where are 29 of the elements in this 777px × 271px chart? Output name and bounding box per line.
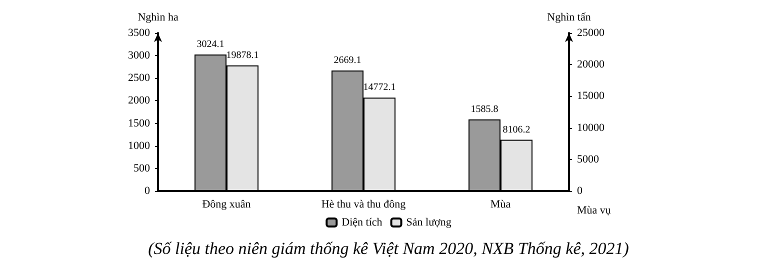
y-tick-label: 500 bbox=[134, 162, 150, 174]
y2-axis-title: Nghìn tấn bbox=[547, 12, 592, 24]
text: (Số liệu theo niên giám thống kê Việt Nam 2020, NXB Thống kê, 2021) bbox=[148, 239, 630, 258]
y-tick-label: 3500 bbox=[128, 27, 150, 39]
y-tick-label: 1000 bbox=[128, 140, 150, 152]
data-label: 19878.1 bbox=[226, 50, 259, 61]
data-label: 3024.1 bbox=[196, 38, 224, 50]
y2-tick-label: 0 bbox=[577, 185, 583, 197]
data-label: 1585.8 bbox=[470, 104, 498, 115]
y2-tick-label: 10000 bbox=[577, 122, 605, 134]
y-tick-label: 2000 bbox=[128, 94, 150, 107]
x-tick-label: Hè thu và thu đông bbox=[321, 198, 406, 210]
y-axis-title: Nghìn ha bbox=[138, 12, 178, 24]
data-label: 2669.1 bbox=[334, 55, 362, 66]
y2-tick-label: 25000 bbox=[577, 27, 605, 39]
data-label: 8106.2 bbox=[502, 124, 530, 136]
legend-label: Sản lượng bbox=[406, 216, 452, 228]
legend-label: Diện tích bbox=[342, 216, 383, 228]
x-tick-label: Mùa bbox=[490, 198, 511, 210]
y2-tick-label: 5000 bbox=[577, 153, 600, 166]
y2-tick-label: 15000 bbox=[577, 90, 605, 102]
x-axis-title: Mùa vụ bbox=[577, 204, 612, 216]
y-tick-label: 1500 bbox=[128, 117, 150, 130]
x-tick-label: Đông xuân bbox=[202, 198, 252, 210]
y2-tick-label: 20000 bbox=[577, 58, 605, 71]
y-tick-label: 2500 bbox=[128, 72, 150, 84]
data-label: 14772.1 bbox=[363, 82, 396, 94]
y-tick-label: 0 bbox=[144, 185, 150, 197]
y-tick-label: 3000 bbox=[128, 50, 150, 62]
